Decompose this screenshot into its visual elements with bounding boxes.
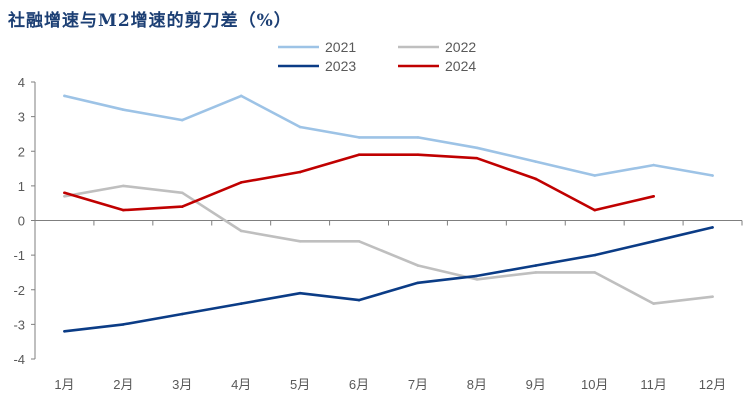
data-point-2024 [298,170,302,174]
data-point-2023 [357,298,361,302]
data-point-2022 [298,239,302,243]
data-point-2023 [711,226,714,229]
data-point-2023 [416,281,420,285]
series-line-2022 [63,184,714,305]
data-point-2021 [122,108,125,111]
data-point-2024 [416,153,420,157]
y-tick-label: -2 [13,283,25,298]
x-tick-label: 3月 [172,377,192,392]
y-tick-label: -3 [13,317,25,332]
data-point-2022 [180,191,184,195]
data-point-2021 [475,146,479,150]
data-point-2023 [652,239,655,243]
y-tick-label: -4 [13,352,25,367]
x-tick-label: 11月 [640,377,667,392]
axes: 4 3 2 1 0 -1 -2 -3 -4 1月 2月 3月 4月 5月 6月 7月 8月 9月 10月 11月 12月 [13,75,743,392]
data-point-2021 [593,174,597,177]
data-point-2022 [652,302,655,305]
series-line-2023 [63,226,714,333]
series-line-2021 [63,94,714,177]
y-tick-label: 3 [18,110,25,125]
data-point-2021 [63,94,66,98]
data-point-2024 [122,208,125,212]
data-point-2024 [652,194,655,198]
data-point-2023 [475,274,479,278]
data-point-2023 [180,312,184,316]
x-tick-label: 8月 [467,377,487,392]
series-lines [63,94,714,333]
legend-label-2021: 2021 [325,39,356,55]
data-point-2022 [593,271,597,274]
data-point-2021 [416,136,420,139]
x-tick-label: 2月 [113,377,133,392]
x-tick-label: 6月 [349,377,369,392]
data-point-2023 [239,302,243,305]
x-tick-label: 10月 [581,377,608,392]
data-point-2022 [122,184,125,188]
series-line-2024 [63,153,655,212]
data-point-2023 [298,291,302,295]
y-tick-label: 2 [18,144,25,159]
y-tick-label: 0 [18,214,25,229]
data-point-2021 [711,174,714,177]
data-point-2024 [593,208,597,212]
data-point-2021 [239,94,243,98]
data-point-2021 [357,136,361,139]
y-tick-label: -1 [13,248,25,263]
legend-label-2023: 2023 [325,58,356,74]
data-point-2022 [534,271,538,274]
chart-title: 社融增速与M2增速的剪刀差（%） [8,11,292,31]
data-point-2021 [180,118,184,122]
x-tick-label: 4月 [231,377,251,392]
x-tick-label: 5月 [290,377,310,392]
data-point-2022 [416,264,420,267]
data-point-2022 [239,229,243,233]
x-tick-label: 12月 [699,377,726,392]
data-point-2023 [534,264,538,267]
data-point-2024 [63,191,66,195]
data-point-2021 [298,125,302,129]
x-tick-label: 9月 [526,377,546,392]
x-tick-label: 1月 [54,377,74,392]
y-tick-label: 4 [18,75,25,90]
data-point-2022 [63,194,66,198]
data-point-2022 [357,239,361,243]
data-point-2024 [180,205,184,208]
legend: 2021 2022 2023 2024 [278,39,476,74]
data-point-2024 [534,177,538,181]
y-tick-label: 1 [18,179,25,194]
data-point-2023 [63,330,66,333]
data-point-2024 [475,156,479,160]
data-point-2022 [475,278,479,281]
data-point-2023 [122,323,125,326]
legend-label-2024: 2024 [445,58,476,74]
x-tick-label: 7月 [408,377,428,392]
data-point-2023 [593,253,597,257]
data-point-2021 [534,160,538,163]
data-point-2024 [357,153,361,157]
legend-label-2022: 2022 [445,39,476,55]
data-point-2022 [711,295,714,298]
data-point-2021 [652,163,655,167]
data-point-2024 [239,181,243,184]
